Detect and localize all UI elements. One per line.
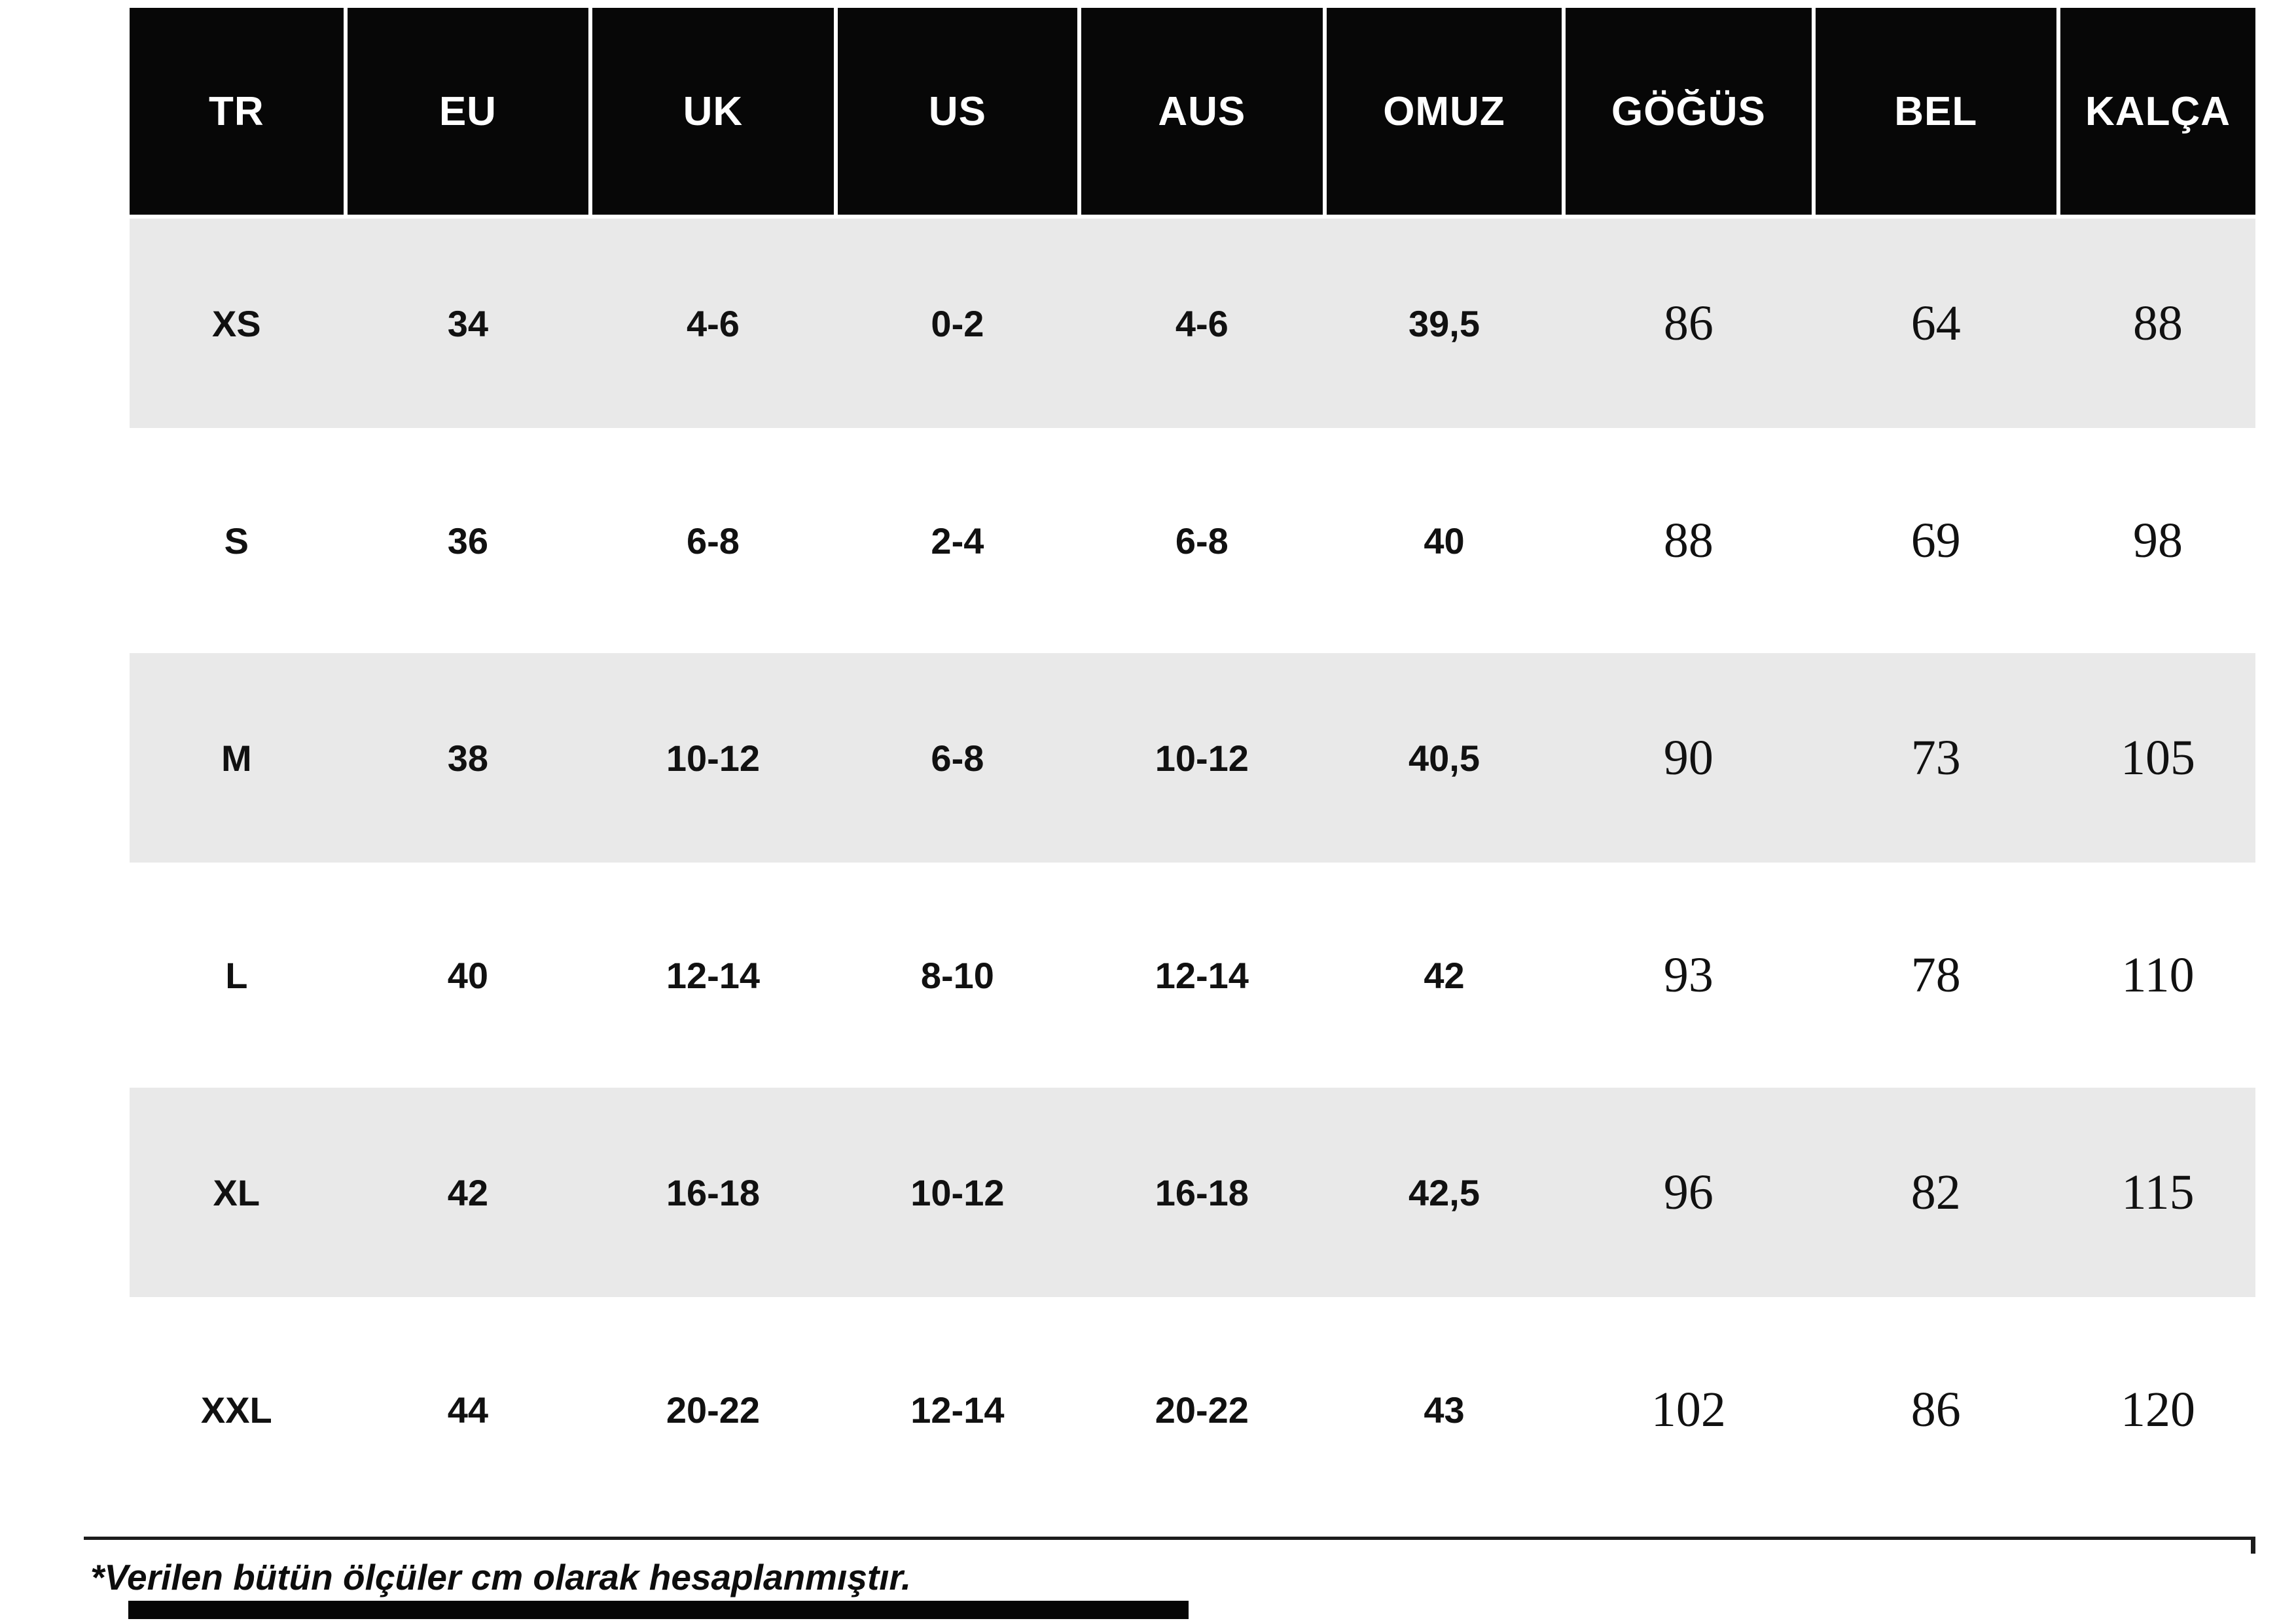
table-cell: 40: [1424, 520, 1465, 562]
table-row: XL 42 16-18 10-12 16-18 42,5 96 82 115: [130, 1084, 2255, 1301]
table-cell: 10-12: [1155, 737, 1249, 779]
table-cell: 40,5: [1408, 737, 1480, 779]
table-cell: 120: [2121, 1382, 2196, 1437]
footnote-text: *Verilen bütün ölçüler cm olarak hesapla…: [90, 1557, 912, 1597]
table-cell: 16-18: [1155, 1171, 1249, 1213]
table-cell: 20-22: [1155, 1389, 1249, 1431]
table-cell: 64: [1910, 295, 1961, 351]
size-label: XL: [213, 1171, 260, 1213]
table-cell: 93: [1663, 947, 1713, 1003]
header-cell-5: OMUZ: [1326, 8, 1562, 215]
table-row: S 36 6-8 2-4 6-8 40 88 69 98: [130, 432, 2255, 649]
table-cell: 10-12: [910, 1171, 1005, 1213]
table-cell: 36: [447, 520, 489, 562]
header-cell-0: TR: [130, 8, 344, 215]
header-cell-2: UK: [592, 8, 834, 215]
size-label: M: [221, 737, 252, 779]
table-cell: 42,5: [1408, 1171, 1480, 1213]
table-cell: 34: [447, 302, 489, 344]
table-cell: 43: [1424, 1389, 1465, 1431]
header-cell-8: KALÇA: [2060, 8, 2255, 215]
table-cell: 98: [2133, 512, 2183, 568]
table-row: M 38 10-12 6-8 10-12 40,5 90 73 105: [130, 649, 2255, 866]
table-cell: 86: [1663, 295, 1713, 351]
table-row: XS 34 4-6 0-2 4-6 39,5 86 64 88: [130, 215, 2255, 432]
table-header-row: TR EU UK US AUS OMUZ GÖĞÜS BEL KALÇA: [130, 8, 2255, 215]
table-cell: 102: [1651, 1382, 1726, 1437]
table-cell: 16-18: [666, 1171, 761, 1213]
table-cell: 115: [2121, 1164, 2195, 1220]
table-cell: 6-8: [1175, 520, 1229, 562]
table-cell: 10-12: [666, 737, 761, 779]
header-cell-7: BEL: [1815, 8, 2057, 215]
table-cell: 4-6: [1175, 302, 1229, 344]
header-cell-4: AUS: [1081, 8, 1323, 215]
table-cell: 2-4: [931, 520, 984, 562]
table-cell: 12-14: [666, 954, 761, 996]
header-cell-6: GÖĞÜS: [1566, 8, 1812, 215]
size-table: TR EU UK US AUS OMUZ GÖĞÜS BEL KALÇA XS 34 4-6 0-2 4…: [130, 8, 2255, 1518]
table-cell: 4-6: [686, 302, 740, 344]
table-cell: 8-10: [920, 954, 994, 996]
table-cell: 6-8: [686, 520, 740, 562]
table-cell: 105: [2121, 730, 2196, 785]
table-cell: 42: [447, 1171, 489, 1213]
table-cell: 82: [1910, 1164, 1961, 1220]
table-cell: 44: [447, 1389, 489, 1431]
header-cell-1: EU: [347, 8, 589, 215]
table-cell: 78: [1910, 947, 1961, 1003]
table-cell: 40: [447, 954, 489, 996]
table-cell: 110: [2121, 947, 2195, 1003]
table-cell: 12-14: [910, 1389, 1005, 1431]
table-cell: 69: [1910, 512, 1961, 568]
table-cell: 12-14: [1155, 954, 1249, 996]
table-cell: 20-22: [666, 1389, 761, 1431]
size-label: S: [224, 520, 249, 562]
footnote-divider-line: [84, 1537, 2255, 1554]
size-label: XXL: [200, 1389, 272, 1431]
table-row: XXL 44 20-22 12-14 20-22 43 102 86 120: [130, 1301, 2255, 1518]
table-row: L 40 12-14 8-10 12-14 42 93 78 110: [130, 866, 2255, 1084]
size-label: XS: [211, 302, 261, 344]
table-cell: 73: [1910, 730, 1961, 785]
table-cell: 96: [1663, 1164, 1713, 1220]
table-cell: 88: [2133, 295, 2183, 351]
divider-end-tick: [2251, 1537, 2255, 1554]
bottom-black-bar: [128, 1601, 1189, 1619]
table-cell: 38: [447, 737, 489, 779]
header-cell-3: US: [837, 8, 1078, 215]
table-cell: 0-2: [931, 302, 984, 344]
table-cell: 88: [1663, 512, 1713, 568]
table-cell: 90: [1663, 730, 1713, 785]
table-cell: 6-8: [931, 737, 984, 779]
table-cell: 86: [1910, 1382, 1961, 1437]
table-cell: 39,5: [1408, 302, 1480, 344]
size-label: L: [225, 954, 248, 996]
table-body: XS 34 4-6 0-2 4-6 39,5 86 64 88 S 36 6-8 2-4 6-8 40 88 6…: [130, 215, 2255, 1518]
table-cell: 42: [1424, 954, 1465, 996]
